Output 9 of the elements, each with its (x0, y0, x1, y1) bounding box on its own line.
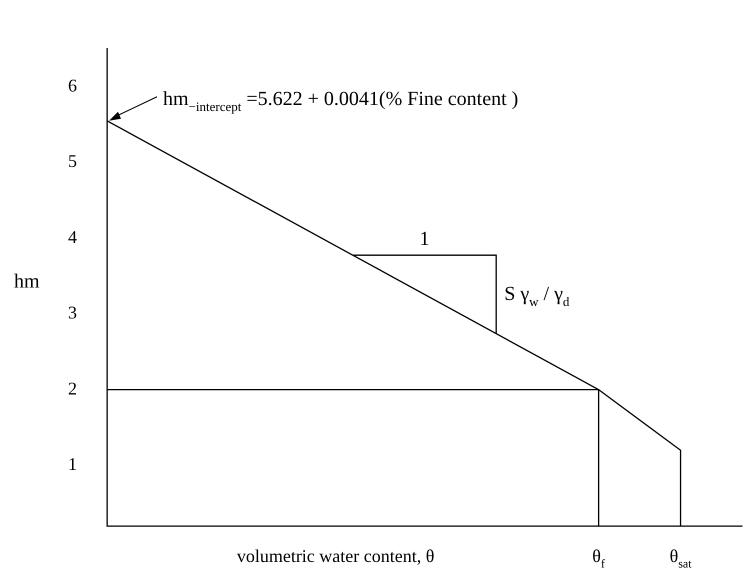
y-tick-label: 5 (68, 151, 77, 172)
x-axis-title: volumetric water content, θ (236, 546, 434, 566)
y-tick-label: 1 (68, 454, 77, 474)
y-tick-label: 6 (68, 75, 77, 96)
annotation: 1 (420, 228, 430, 250)
y-axis-title: hm (14, 270, 40, 292)
y-tick-label: 3 (68, 302, 77, 323)
y-tick-label: 4 (68, 226, 77, 247)
y-tick-label: 2 (68, 378, 77, 398)
